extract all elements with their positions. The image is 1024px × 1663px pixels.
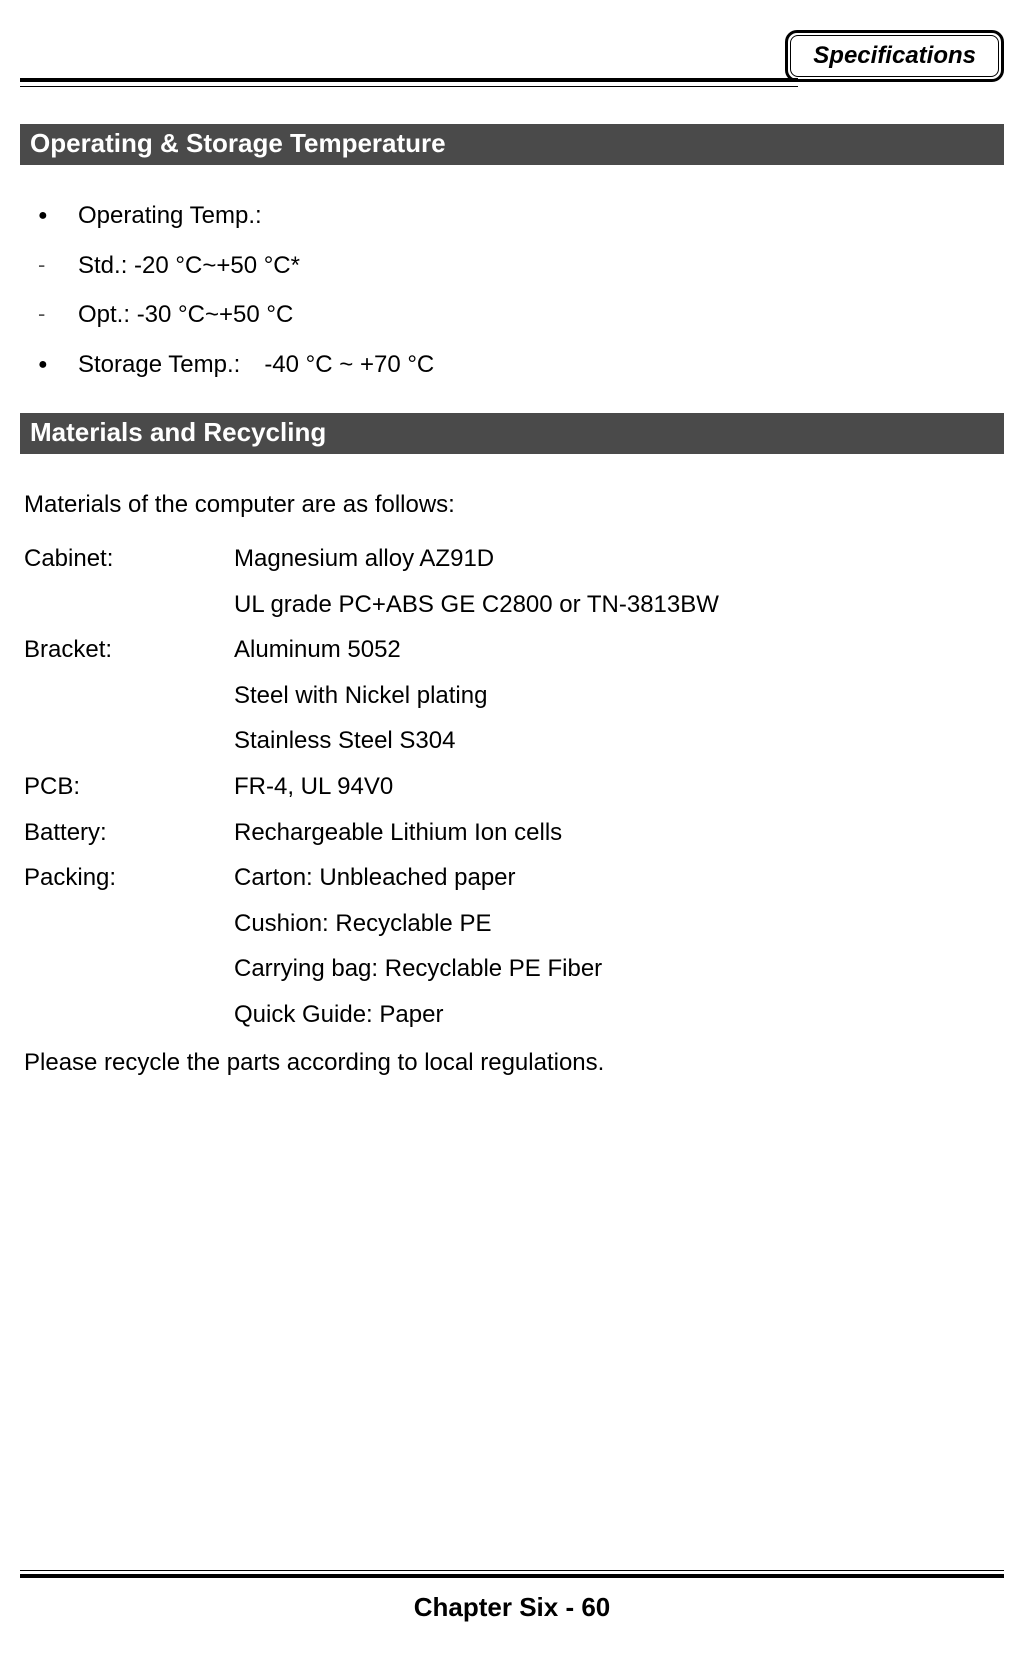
materials-intro: Materials of the computer are as follows… [24,482,1000,528]
packing-values: Carton: Unbleached paper Cushion: Recycl… [234,855,1000,1037]
cabinet-value-1: UL grade PC+ABS GE C2800 or TN-3813BW [234,582,1000,628]
operating-temp-std: Std.: -20 °C~+50 °C* [38,243,1000,289]
page-header: Specifications [20,30,1004,100]
battery-label: Battery: [24,810,234,856]
section-header-temperature: Operating & Storage Temperature [20,124,1004,165]
packing-value-0: Carton: Unbleached paper [234,855,1000,901]
table-row: Packing: Carton: Unbleached paper Cushio… [24,855,1000,1037]
packing-value-2: Carrying bag: Recyclable PE Fiber [234,946,1000,992]
bracket-value-2: Stainless Steel S304 [234,718,1000,764]
packing-value-1: Cushion: Recyclable PE [234,901,1000,947]
operating-temp-label: Operating Temp.: [38,193,1000,239]
cabinet-label: Cabinet: [24,536,234,627]
table-row: PCB: FR-4, UL 94V0 [24,764,1000,810]
bracket-values: Aluminum 5052 Steel with Nickel plating … [234,627,1000,764]
section-header-materials: Materials and Recycling [20,413,1004,454]
operating-temp-opt: Opt.: -30 °C~+50 °C [38,292,1000,338]
packing-label: Packing: [24,855,234,1037]
pcb-label: PCB: [24,764,234,810]
footer-rule-thick [20,1574,1004,1578]
table-row: Cabinet: Magnesium alloy AZ91D UL grade … [24,536,1000,627]
cabinet-values: Magnesium alloy AZ91D UL grade PC+ABS GE… [234,536,1000,627]
page-footer: Chapter Six - 60 [20,1570,1004,1623]
battery-value-0: Rechargeable Lithium Ion cells [234,810,1000,856]
storage-temp: Storage Temp.: -40 °C ~ +70 °C [38,342,1000,388]
pcb-values: FR-4, UL 94V0 [234,764,1000,810]
materials-table: Cabinet: Magnesium alloy AZ91D UL grade … [24,536,1000,1038]
table-row: Battery: Rechargeable Lithium Ion cells [24,810,1000,856]
temperature-content: Operating Temp.: Std.: -20 °C~+50 °C* Op… [20,193,1004,387]
materials-content: Materials of the computer are as follows… [20,482,1004,1085]
temperature-list: Operating Temp.: Std.: -20 °C~+50 °C* Op… [38,193,1000,387]
chapter-tab-label: Specifications [790,35,999,77]
header-rule-thick [20,78,798,82]
bracket-label: Bracket: [24,627,234,764]
battery-values: Rechargeable Lithium Ion cells [234,810,1000,856]
header-rule-thin [20,86,798,87]
packing-value-3: Quick Guide: Paper [234,992,1000,1038]
pcb-value-0: FR-4, UL 94V0 [234,764,1000,810]
bracket-value-1: Steel with Nickel plating [234,673,1000,719]
table-row: Bracket: Aluminum 5052 Steel with Nickel… [24,627,1000,764]
footer-text: Chapter Six - 60 [20,1592,1004,1623]
bracket-value-0: Aluminum 5052 [234,627,1000,673]
chapter-tab: Specifications [785,30,1004,82]
footer-rule-thin [20,1570,1004,1571]
cabinet-value-0: Magnesium alloy AZ91D [234,536,1000,582]
recycle-note: Please recycle the parts according to lo… [24,1040,1000,1086]
